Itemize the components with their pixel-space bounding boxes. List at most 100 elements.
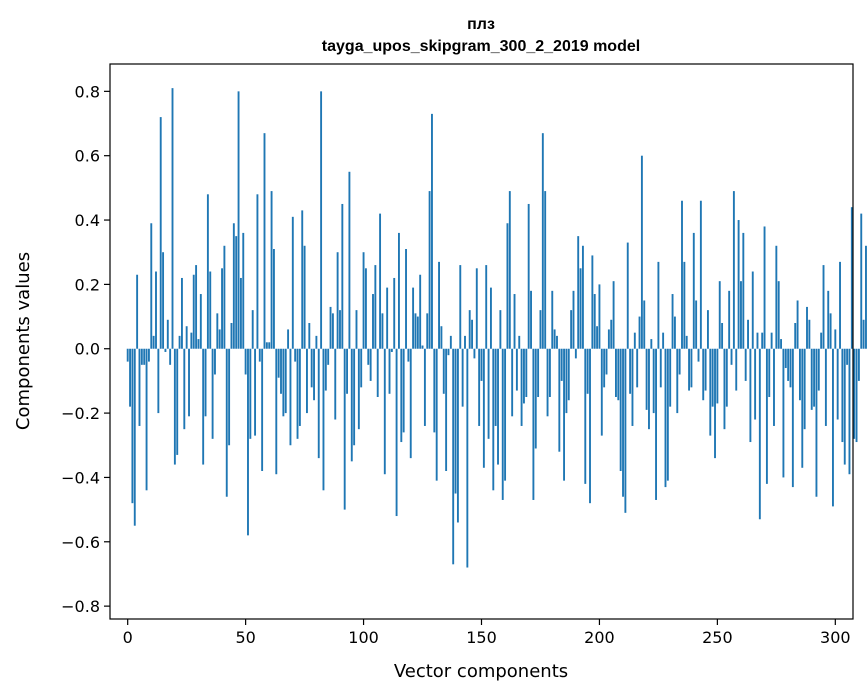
- bar: [355, 310, 358, 349]
- bar: [631, 348, 634, 426]
- bar: [751, 271, 754, 349]
- bar: [728, 290, 731, 349]
- bar: [329, 306, 332, 349]
- bar: [610, 319, 613, 349]
- bar: [574, 348, 577, 359]
- bar: [482, 348, 485, 468]
- bar: [603, 348, 606, 388]
- bar: [706, 310, 709, 349]
- bar: [702, 348, 705, 401]
- bar: [393, 277, 396, 349]
- bar: [143, 348, 146, 365]
- bar: [138, 348, 141, 426]
- bar: [468, 310, 471, 349]
- bar: [374, 265, 377, 349]
- bar: [289, 348, 292, 446]
- bar: [855, 348, 858, 443]
- bar: [192, 274, 195, 349]
- bar: [650, 339, 653, 349]
- bar: [626, 242, 629, 349]
- bar: [478, 348, 481, 426]
- bar: [232, 223, 235, 349]
- bar: [331, 313, 334, 349]
- bar: [150, 223, 153, 349]
- bar: [214, 348, 216, 375]
- bar: [546, 348, 549, 417]
- bar: [258, 348, 261, 362]
- bar: [157, 348, 160, 414]
- bar: [364, 268, 367, 349]
- bar: [577, 236, 580, 349]
- bar: [761, 332, 764, 349]
- bar: [317, 348, 320, 459]
- bar: [140, 348, 143, 365]
- bar: [676, 348, 679, 414]
- bar: [669, 348, 672, 407]
- chart-title-line-1: плз: [467, 16, 495, 33]
- bar: [263, 133, 266, 349]
- bar: [692, 232, 695, 349]
- bar: [721, 323, 724, 349]
- bar: [671, 294, 674, 349]
- bar: [499, 310, 502, 349]
- bar: [678, 348, 681, 375]
- bar: [247, 348, 249, 536]
- x-tick-label: 200: [584, 628, 615, 647]
- bar: [376, 348, 379, 397]
- y-tick-label: 0.4: [75, 211, 100, 230]
- x-tick-label: 250: [702, 628, 733, 647]
- bar: [548, 348, 551, 397]
- bar: [850, 207, 853, 349]
- bar: [409, 348, 412, 459]
- bar: [619, 348, 622, 471]
- bar: [664, 348, 667, 488]
- bar: [357, 348, 360, 430]
- bar: [765, 348, 768, 484]
- bar: [756, 332, 759, 349]
- bar: [327, 348, 330, 365]
- bar: [209, 271, 212, 349]
- bar: [492, 348, 495, 491]
- x-tick-label: 50: [235, 628, 255, 647]
- bar: [688, 348, 691, 391]
- bar: [381, 313, 384, 349]
- bar: [732, 191, 735, 349]
- bar: [176, 348, 179, 455]
- y-tick-label: 0.8: [75, 82, 100, 101]
- bar: [690, 348, 693, 388]
- bar: [744, 348, 747, 381]
- bar: [666, 348, 669, 481]
- bar: [284, 348, 287, 414]
- bar: [843, 348, 846, 465]
- bar: [560, 348, 563, 381]
- bar: [704, 348, 707, 391]
- x-tick-label: 300: [820, 628, 851, 647]
- bar: [435, 348, 438, 481]
- bar: [254, 348, 257, 436]
- bar: [388, 348, 391, 394]
- bar: [827, 290, 830, 349]
- bar: [782, 348, 785, 478]
- bar: [624, 348, 627, 513]
- bar: [235, 236, 238, 349]
- bar: [841, 348, 844, 443]
- bar: [789, 348, 792, 388]
- bar: [860, 213, 863, 349]
- bar: [848, 348, 851, 475]
- bar: [152, 335, 155, 349]
- bar: [353, 348, 356, 446]
- bar: [742, 232, 745, 349]
- bar: [586, 348, 589, 394]
- bar: [551, 290, 554, 349]
- bar: [239, 277, 242, 349]
- bar: [147, 348, 150, 362]
- bar: [600, 348, 603, 436]
- bar: [775, 245, 778, 349]
- bar: [256, 194, 259, 349]
- bar: [230, 323, 233, 349]
- bar-series: [126, 88, 867, 568]
- bar: [431, 113, 433, 349]
- bar: [558, 348, 561, 452]
- bar: [244, 348, 247, 375]
- bar: [784, 348, 787, 369]
